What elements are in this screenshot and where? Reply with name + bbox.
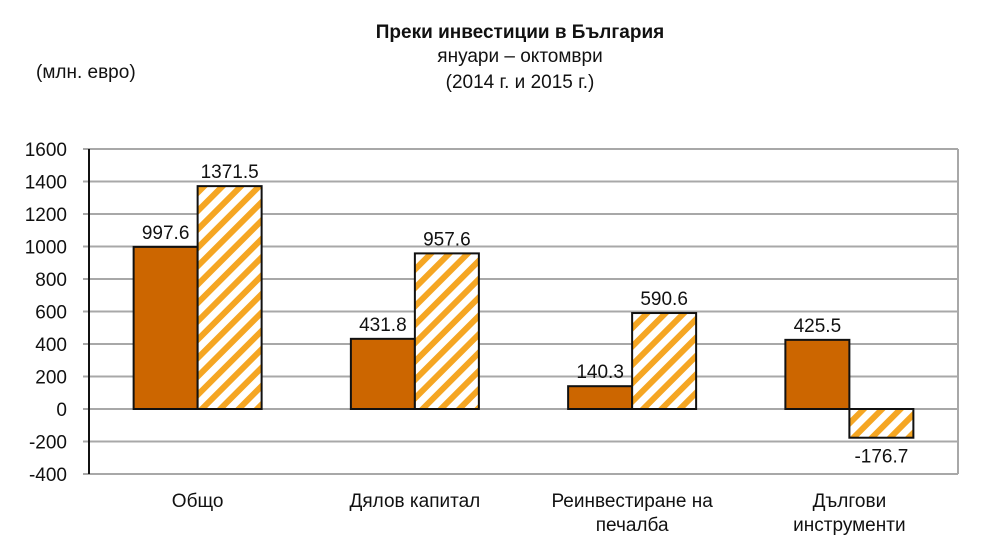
y-tick-label: 800 [35,270,67,291]
data-labels: 997.6 431.8 140.3 425.5 1371.5 957.6 590.6 -176… [142,162,908,468]
y-tick-label: 400 [35,335,67,356]
bars [132,185,915,439]
data-label: 140.3 [576,362,624,383]
bar-2015-2 [631,312,698,410]
chart-subtitle: януари – октомври [437,46,603,67]
data-label: 425.5 [794,316,842,337]
y-tick-label: 600 [35,303,67,324]
bar-2014-0 [132,245,199,410]
data-label: 997.6 [142,223,190,244]
bar-2015-3 [848,408,915,439]
chart-period: (2014 г. и 2015 г.) [445,72,595,93]
y-tick-label: 1200 [25,205,67,226]
unit-label: (млн. евро) [36,62,136,83]
data-label: 590.6 [640,289,688,310]
bar-2014-3 [784,338,851,411]
y-axis: 1600 1400 1200 1000 800 600 400 200 0 -200 -400 [25,140,90,486]
y-tick-label: 200 [35,368,67,389]
bar-2015-1 [413,252,480,410]
y-tick-label: 1600 [25,140,67,161]
data-label: 431.8 [359,315,407,336]
data-label: 957.6 [423,229,471,250]
y-tick-label: 0 [56,400,67,421]
y-tick-label: -200 [29,433,67,454]
data-label: 1371.5 [201,162,259,183]
y-tick-label: -400 [29,465,67,486]
category-label: Дялов капитал [349,491,481,512]
data-label: -176.7 [854,447,908,468]
category-label: Дългови инструменти [793,491,906,536]
bar-2014-2 [567,385,634,411]
category-label: Реинвестиране на печалба [551,491,713,536]
y-tick-label: 1400 [25,173,67,194]
y-tick-label: 1000 [25,238,67,259]
chart-title: Преки инвестиции в България [375,22,665,43]
bar-2015-0 [196,185,263,410]
bar-2014-1 [349,337,416,410]
category-label: Общо [171,491,224,512]
